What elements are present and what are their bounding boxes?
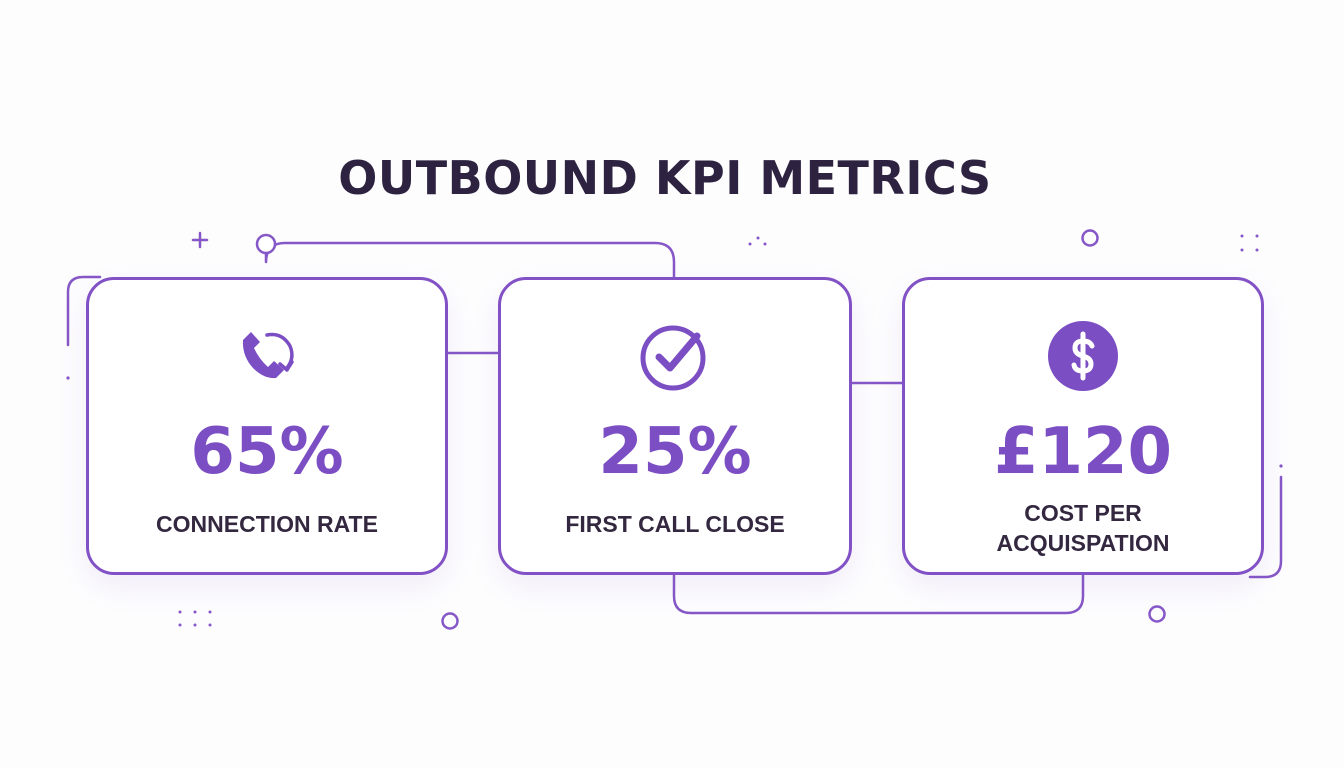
kpi-value: 65%	[190, 415, 344, 489]
bracket-right	[1248, 475, 1283, 579]
kpi-value: 25%	[598, 415, 752, 489]
kpi-card-first-call-close: 25% FIRST CALL CLOSE	[498, 277, 852, 575]
plus-sign	[191, 231, 209, 249]
check-circle-icon	[637, 318, 713, 394]
node-circle	[441, 612, 459, 630]
kpi-card-cost-per-acquisition: £120 COST PER ACQUISPATION	[902, 277, 1264, 575]
dollar-circle-icon	[1045, 318, 1121, 394]
kpi-label: FIRST CALL CLOSE	[565, 511, 785, 537]
phone-refresh-icon	[229, 318, 305, 394]
kpi-value: £120	[993, 415, 1173, 489]
bracket-left	[66, 275, 102, 347]
connector-top	[264, 241, 676, 279]
kpi-label: CONNECTION RATE	[156, 511, 378, 537]
node-circle-top	[255, 233, 277, 255]
node-circle	[1081, 229, 1099, 247]
kpi-card-connection-rate: 65% CONNECTION RATE	[86, 277, 448, 575]
page-title: OUTBOUND KPI METRICS	[338, 151, 992, 205]
connector-bottom	[672, 573, 1085, 615]
node-circle	[1148, 605, 1166, 623]
kpi-label: COST PER ACQUISPATION	[996, 500, 1170, 556]
